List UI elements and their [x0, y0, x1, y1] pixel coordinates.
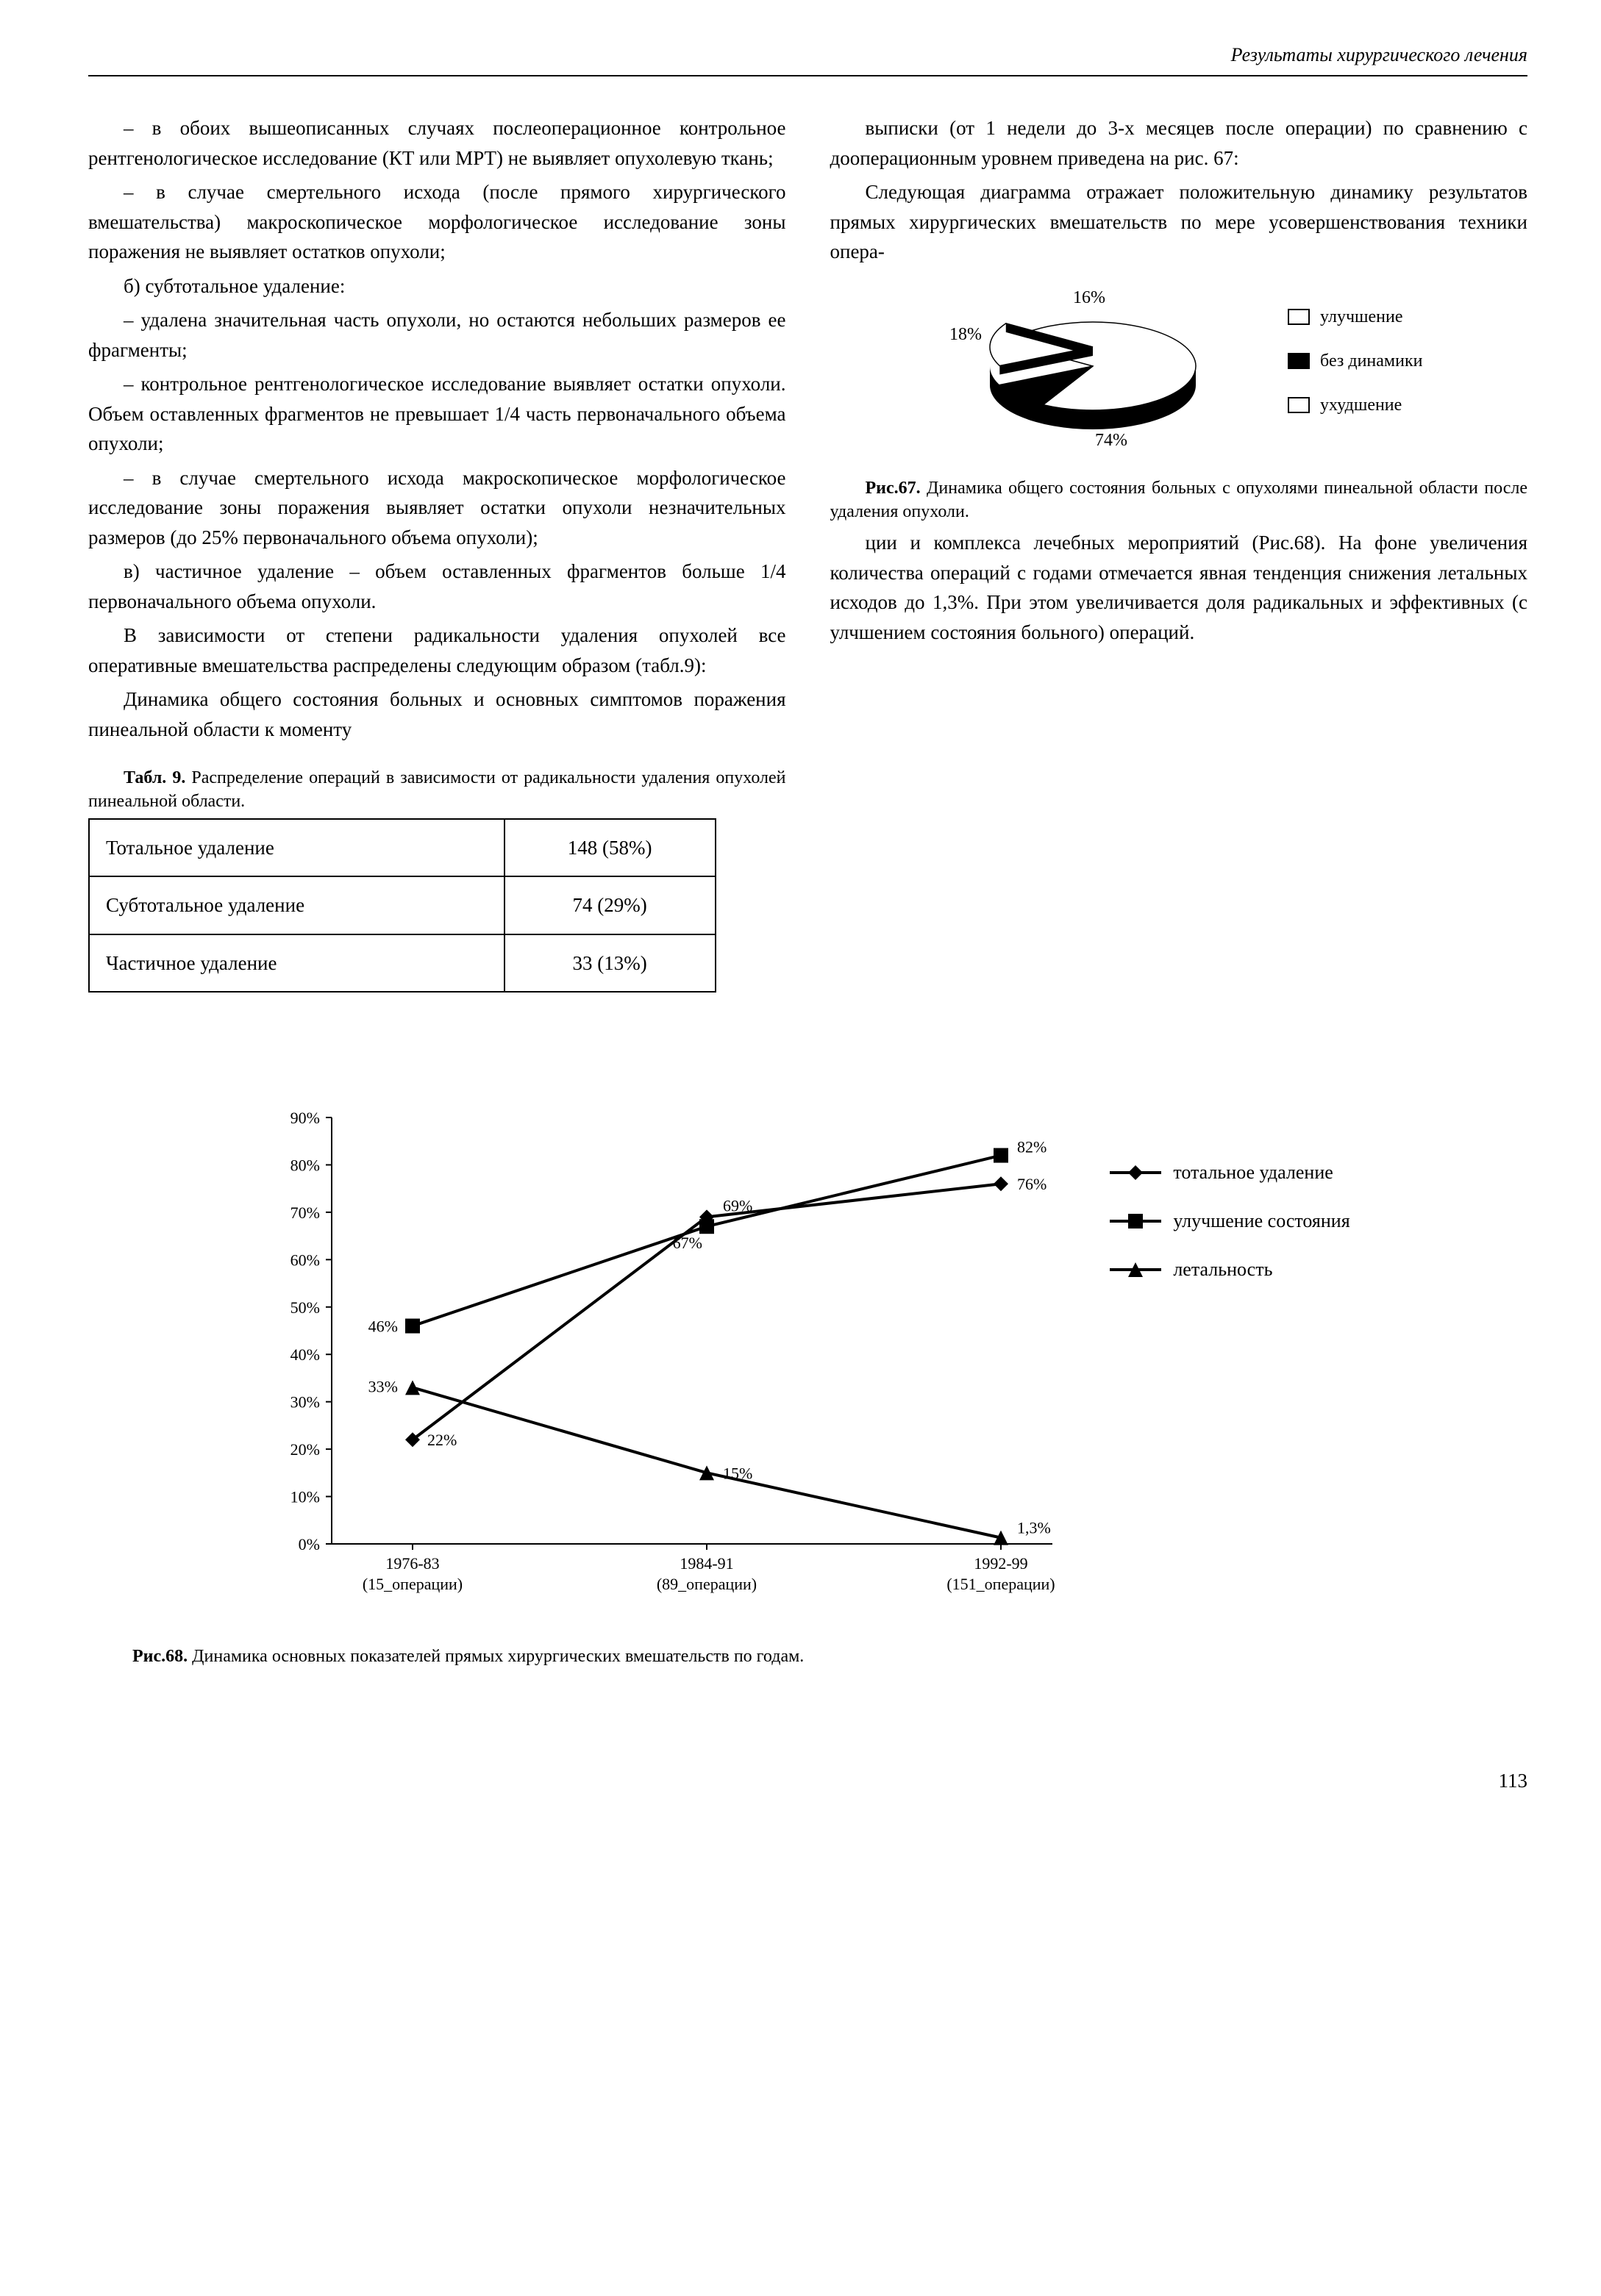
fig68-caption: Рис.68. Динамика основных показателей пр… — [132, 1647, 1527, 1667]
para: б) субтотальное удаление: — [88, 271, 786, 301]
svg-text:1992-99: 1992-99 — [974, 1554, 1028, 1573]
para: Следующая диаграмма отражает положительн… — [830, 177, 1528, 267]
para: ции и комплекса лечебных мероприятий (Ри… — [830, 528, 1528, 647]
right-column: выписки (от 1 недели до 3-х месяцев посл… — [830, 113, 1528, 1007]
line-legend-label: тотальное удаление — [1173, 1162, 1333, 1184]
svg-text:40%: 40% — [290, 1346, 320, 1365]
cell: 74 (29%) — [504, 876, 716, 934]
svg-text:1976-83: 1976-83 — [386, 1554, 440, 1573]
svg-text:1984-91: 1984-91 — [680, 1554, 734, 1573]
legend-label: без динамики — [1320, 348, 1422, 374]
para: в) частичное удаление – объем оставленны… — [88, 557, 786, 616]
svg-text:76%: 76% — [1017, 1176, 1046, 1194]
svg-text:82%: 82% — [1017, 1138, 1046, 1156]
legend-label: улучшение — [1320, 304, 1402, 330]
pie-legend: улучшение без динамики ухудшение — [1288, 304, 1422, 436]
cell: 33 (13%) — [504, 934, 716, 993]
line-chart: 0% 10% 20% 30% 40% 50% 60% 70% 80% 90% 1976-83 (15_… — [265, 1095, 1074, 1625]
svg-text:50%: 50% — [290, 1298, 320, 1317]
fig67-caption: Рис.67. Динамика общего состояния больны… — [830, 476, 1528, 524]
page-header: Результаты хирургического лечения — [88, 44, 1527, 76]
table-row: Субтотальное удаление 74 (29%) — [89, 876, 716, 934]
svg-text:30%: 30% — [290, 1393, 320, 1412]
svg-text:18%: 18% — [949, 325, 982, 344]
fig68-wrap: 0% 10% 20% 30% 40% 50% 60% 70% 80% 90% 1976-83 (15_… — [265, 1095, 1349, 1625]
line-legend-item: тотальное удаление — [1110, 1162, 1349, 1184]
svg-text:22%: 22% — [427, 1431, 457, 1450]
svg-text:90%: 90% — [290, 1109, 320, 1127]
table9-caption-bold: Табл. 9. — [124, 768, 185, 787]
fig68-caption-bold: Рис.68. — [132, 1647, 188, 1666]
svg-text:20%: 20% — [290, 1440, 320, 1459]
svg-text:(15_операции): (15_операции) — [363, 1575, 463, 1593]
svg-text:80%: 80% — [290, 1156, 320, 1175]
svg-text:15%: 15% — [723, 1464, 752, 1483]
diamond-marker-icon — [1110, 1162, 1161, 1183]
fig68-caption-rest: Динамика основных показателей прямых хир… — [188, 1647, 804, 1666]
cell: 148 (58%) — [504, 819, 716, 877]
square-marker-icon — [1110, 1211, 1161, 1231]
para: – в обоих вышеописанных случаях послеопе… — [88, 113, 786, 173]
fig67-pie-wrap: 16% 18% 74% улучшение без динамики ухудшен… — [830, 285, 1528, 454]
para: В зависимости от степени радикальности у… — [88, 621, 786, 680]
pie-chart: 16% 18% 74% — [935, 285, 1251, 454]
left-column: – в обоих вышеописанных случаях послеопе… — [88, 113, 786, 1007]
fig68-section: 0% 10% 20% 30% 40% 50% 60% 70% 80% 90% 1976-83 (15_… — [88, 1095, 1527, 1625]
svg-text:60%: 60% — [290, 1251, 320, 1270]
svg-text:(151_операции): (151_операции) — [947, 1575, 1055, 1593]
svg-text:46%: 46% — [368, 1317, 398, 1336]
svg-text:33%: 33% — [368, 1378, 398, 1396]
svg-text:(89_операции): (89_операции) — [657, 1575, 757, 1593]
svg-text:70%: 70% — [290, 1204, 320, 1222]
para: Динамика общего состояния больных и осно… — [88, 684, 786, 744]
two-column-layout: – в обоих вышеописанных случаях послеопе… — [88, 113, 1527, 1007]
line-legend-label: летальность — [1173, 1259, 1272, 1281]
svg-text:74%: 74% — [1095, 431, 1127, 450]
legend-item: улучшение — [1288, 304, 1422, 330]
para: – в случае смертельного исхода (после пр… — [88, 177, 786, 267]
cell: Частичное удаление — [89, 934, 504, 993]
legend-label: ухудшение — [1320, 392, 1402, 418]
table9-caption-rest: Распределение операций в зависимости от … — [88, 768, 786, 811]
svg-text:69%: 69% — [723, 1197, 752, 1215]
legend-box-icon — [1288, 353, 1310, 369]
para: выписки (от 1 недели до 3-х месяцев посл… — [830, 113, 1528, 173]
svg-text:16%: 16% — [1073, 288, 1105, 307]
para: – контрольное рентгенологическое исследо… — [88, 369, 786, 459]
line-legend-item: улучшение состояния — [1110, 1210, 1349, 1232]
legend-box-icon — [1288, 309, 1310, 325]
table9-caption: Табл. 9. Распределение операций в зависи… — [88, 766, 786, 814]
line-legend-label: улучшение состояния — [1173, 1210, 1349, 1232]
table-row: Частичное удаление 33 (13%) — [89, 934, 716, 993]
line-legend-item: летальность — [1110, 1259, 1349, 1281]
cell: Субтотальное удаление — [89, 876, 504, 934]
svg-text:1,3%: 1,3% — [1017, 1519, 1051, 1537]
cell: Тотальное удаление — [89, 819, 504, 877]
line-legend: тотальное удаление улучшение состояния лет… — [1110, 1162, 1349, 1307]
legend-box-icon — [1288, 397, 1310, 413]
triangle-marker-icon — [1110, 1259, 1161, 1280]
table-row: Тотальное удаление 148 (58%) — [89, 819, 716, 877]
legend-item: ухудшение — [1288, 392, 1422, 418]
fig67-caption-rest: Динамика общего состояния больных с опух… — [830, 479, 1528, 521]
para: – в случае смертельного исхода макроскоп… — [88, 463, 786, 553]
table9: Тотальное удаление 148 (58%) Субтотально… — [88, 818, 716, 993]
page-number: 113 — [88, 1770, 1527, 1792]
svg-text:0%: 0% — [299, 1535, 320, 1553]
svg-text:10%: 10% — [290, 1488, 320, 1506]
legend-item: без динамики — [1288, 348, 1422, 374]
para: – удалена значительная часть опухоли, но… — [88, 305, 786, 365]
fig67-caption-bold: Рис.67. — [866, 479, 921, 498]
svg-text:67%: 67% — [673, 1234, 702, 1253]
